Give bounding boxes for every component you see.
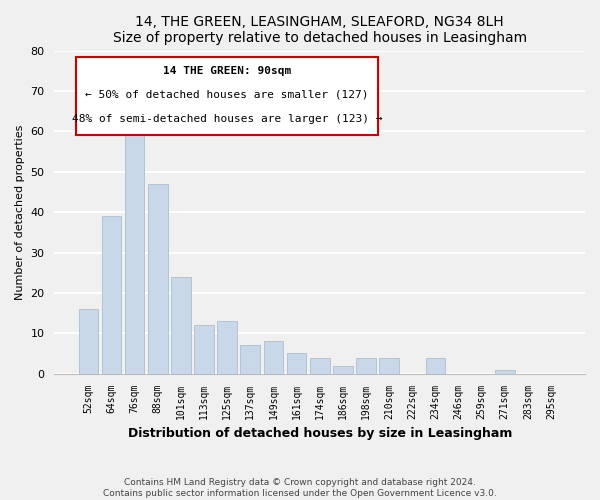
Y-axis label: Number of detached properties: Number of detached properties: [15, 124, 25, 300]
Bar: [356, 358, 376, 374]
Text: ← 50% of detached houses are smaller (127): ← 50% of detached houses are smaller (12…: [85, 89, 368, 99]
Bar: [310, 358, 329, 374]
Bar: [333, 366, 353, 374]
Bar: [101, 216, 121, 374]
Text: 48% of semi-detached houses are larger (123) →: 48% of semi-detached houses are larger (…: [71, 114, 382, 124]
Bar: [79, 309, 98, 374]
Text: 14 THE GREEN: 90sqm: 14 THE GREEN: 90sqm: [163, 66, 291, 76]
FancyBboxPatch shape: [76, 57, 378, 134]
Bar: [125, 103, 145, 374]
Bar: [194, 325, 214, 374]
Bar: [379, 358, 399, 374]
Bar: [171, 276, 191, 374]
Bar: [263, 342, 283, 374]
Bar: [217, 321, 237, 374]
Bar: [425, 358, 445, 374]
Bar: [287, 354, 307, 374]
Text: Contains HM Land Registry data © Crown copyright and database right 2024.
Contai: Contains HM Land Registry data © Crown c…: [103, 478, 497, 498]
X-axis label: Distribution of detached houses by size in Leasingham: Distribution of detached houses by size …: [128, 427, 512, 440]
Bar: [148, 184, 167, 374]
Bar: [495, 370, 515, 374]
Title: 14, THE GREEN, LEASINGHAM, SLEAFORD, NG34 8LH
Size of property relative to detac: 14, THE GREEN, LEASINGHAM, SLEAFORD, NG3…: [113, 15, 527, 45]
Bar: [241, 346, 260, 374]
